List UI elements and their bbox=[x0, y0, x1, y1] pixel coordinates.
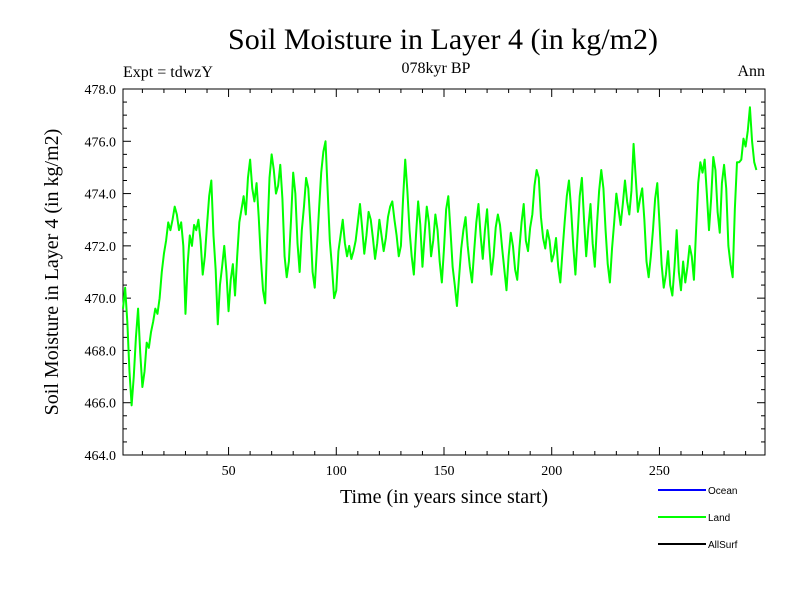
plot-area: 464.0 466.0 468.0 470.0 472.0 474.0 476.0 478.0… bbox=[85, 83, 766, 479]
x-tick-label: 50 bbox=[222, 464, 236, 479]
period-label: Ann bbox=[737, 63, 765, 80]
series-line-land bbox=[123, 107, 756, 405]
y-tick-label: 476.0 bbox=[85, 135, 117, 150]
x-axis-label: Time (in years since start) bbox=[340, 486, 548, 508]
y-tick-label: 468.0 bbox=[85, 344, 117, 359]
experiment-label: Expt = tdwzY bbox=[123, 64, 213, 81]
legend-ocean-label: Ocean bbox=[708, 486, 737, 497]
x-tick-label: 250 bbox=[649, 464, 670, 479]
y-tick-label: 466.0 bbox=[85, 397, 117, 412]
y-tick-label: 478.0 bbox=[85, 83, 117, 98]
y-tick-label: 472.0 bbox=[85, 240, 117, 255]
x-axis: 50 100 150 200 250 bbox=[142, 89, 745, 479]
x-tick-label: 100 bbox=[326, 464, 347, 479]
legend: Ocean Land AllSurf bbox=[658, 486, 738, 551]
y-tick-label: 470.0 bbox=[85, 292, 117, 307]
legend-land-label: Land bbox=[708, 513, 730, 524]
series-layer bbox=[123, 107, 756, 405]
y-axis-label: Soil Moisture in Layer 4 (in kg/m2) bbox=[41, 129, 63, 416]
x-tick-label: 200 bbox=[541, 464, 562, 479]
x-tick-label: 150 bbox=[434, 464, 455, 479]
chart: Soil Moisture in Layer 4 (in kg/m2) 078k… bbox=[0, 0, 800, 600]
y-tick-label: 464.0 bbox=[85, 449, 117, 464]
chart-title: Soil Moisture in Layer 4 (in kg/m2) bbox=[228, 23, 658, 56]
chart-subtitle: 078kyr BP bbox=[402, 60, 471, 77]
legend-allsurf-label: AllSurf bbox=[708, 540, 738, 551]
y-tick-label: 474.0 bbox=[85, 188, 117, 203]
